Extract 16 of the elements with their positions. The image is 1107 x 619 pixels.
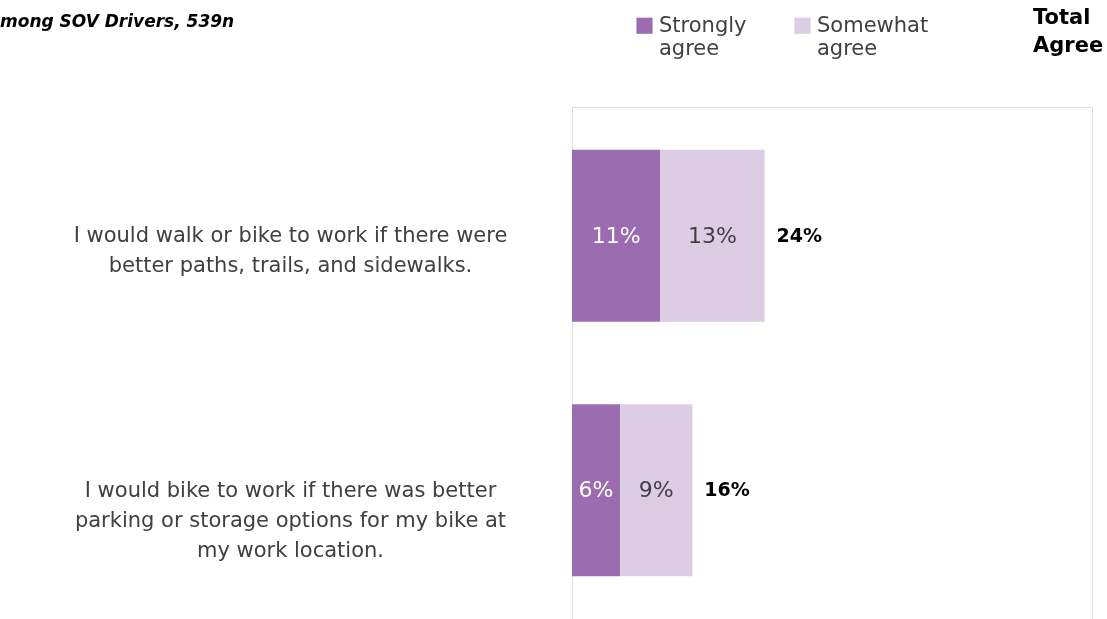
text: mong SOV Drivers, 539n	[0, 11, 235, 31]
total-label: 16%	[704, 478, 750, 501]
y-tick-label: I would bike to work if there was better parking or storage options for my bike at my work location.	[74, 477, 507, 562]
text: Total Agree	[1033, 5, 1104, 57]
y-tick-label: I would walk or bike to work if there were better paths, trails, and sidewalks.	[73, 223, 508, 278]
legend-label: Somewhat agree	[817, 12, 929, 60]
data-label: 13%	[687, 222, 737, 248]
total-label: 24%	[776, 223, 823, 246]
legend-label: Strongly agree	[659, 12, 747, 60]
bar	[572, 149, 661, 322]
data-label: 9%	[638, 477, 674, 503]
bar	[572, 404, 621, 577]
data-label: 6%	[578, 477, 614, 503]
bar	[620, 404, 693, 577]
data-label: 11%	[591, 222, 641, 248]
bar	[660, 149, 765, 322]
